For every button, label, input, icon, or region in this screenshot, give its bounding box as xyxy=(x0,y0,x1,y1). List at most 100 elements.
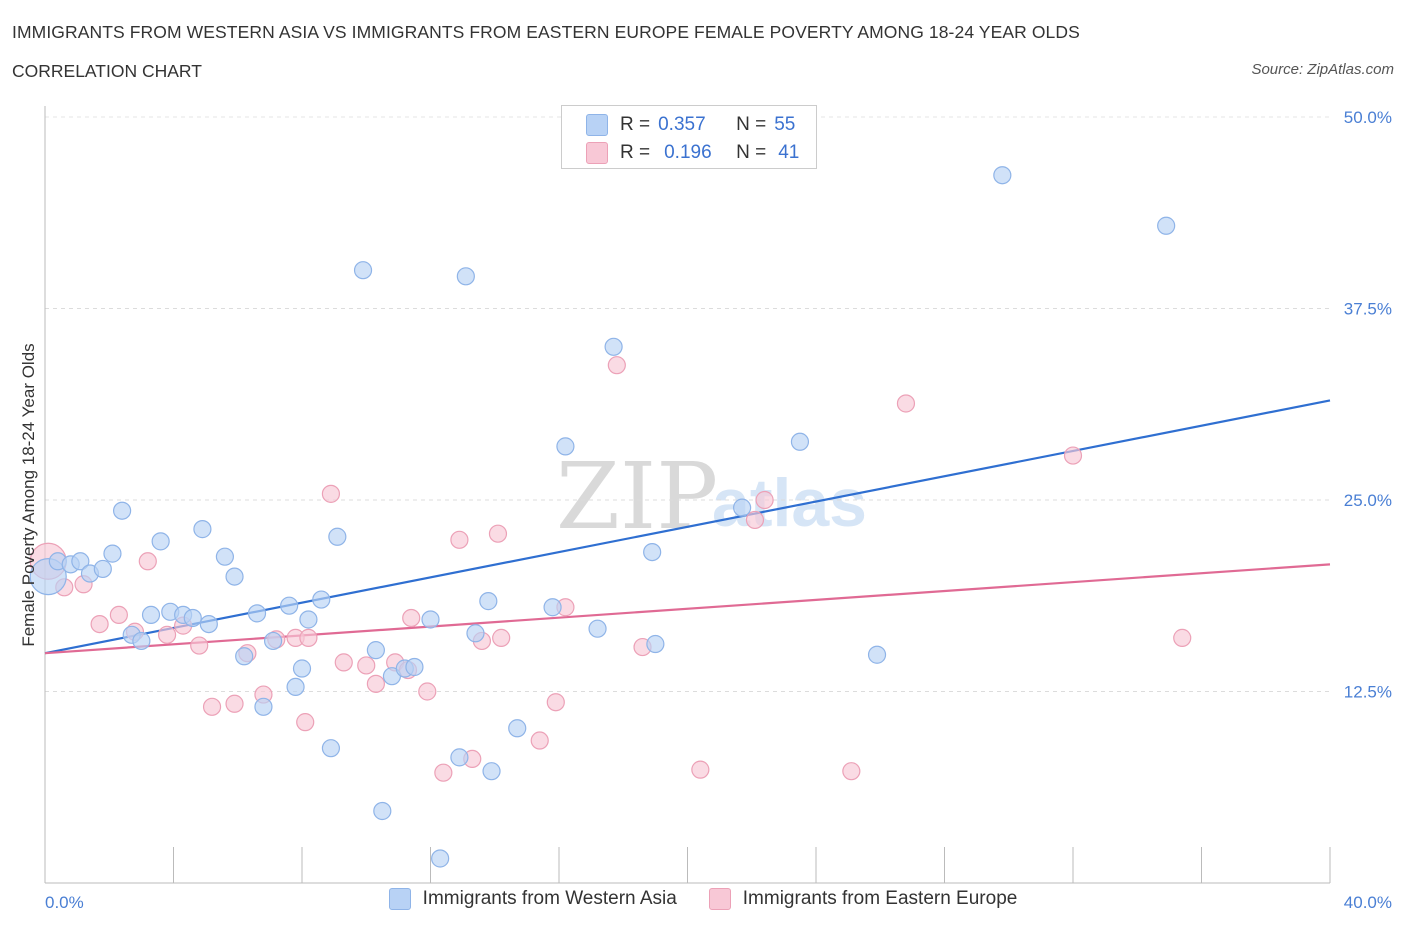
point-western-asia xyxy=(543,598,562,617)
point-western-asia xyxy=(247,604,267,623)
legend-r-value: 0.196 xyxy=(664,142,712,163)
legend-swatch-pink xyxy=(586,142,608,164)
point-western-asia xyxy=(405,657,424,677)
point-western-asia xyxy=(867,645,887,664)
point-western-asia xyxy=(263,631,283,651)
grid-lines xyxy=(45,116,1330,692)
stats-legend: R = 0.357 N = 55 R = 0.196 N = 41 xyxy=(561,105,817,169)
point-eastern-europe xyxy=(109,605,128,625)
point-western-asia xyxy=(790,432,810,451)
point-western-asia xyxy=(556,437,575,456)
point-eastern-europe xyxy=(546,693,565,712)
point-western-asia xyxy=(508,719,527,738)
point-eastern-europe xyxy=(299,628,318,647)
point-western-asia xyxy=(421,610,440,629)
point-western-asia xyxy=(431,849,450,868)
point-western-asia xyxy=(456,267,475,286)
chart-subtitle: CORRELATION CHART xyxy=(12,61,202,81)
legend-row-eastern-europe: R = 0.196 N = 41 xyxy=(586,141,799,165)
series-swatch-pink xyxy=(708,888,731,910)
point-western-asia xyxy=(604,337,623,356)
point-eastern-europe xyxy=(357,656,376,675)
point-western-asia xyxy=(479,592,498,611)
legend-r-value: 0.357 xyxy=(658,114,706,135)
point-western-asia xyxy=(193,520,212,539)
point-western-asia xyxy=(482,762,501,781)
point-western-asia xyxy=(643,542,662,562)
point-western-asia xyxy=(286,677,305,697)
y-tick-label: 12.5% xyxy=(1344,683,1392,702)
chart-title: IMMIGRANTS FROM WESTERN ASIA VS IMMIGRAN… xyxy=(12,22,1080,42)
x-tick-label: 40.0% xyxy=(1344,893,1392,912)
series-swatch-blue xyxy=(388,888,411,910)
y-tick-label: 37.5% xyxy=(1344,300,1392,319)
point-western-asia xyxy=(646,634,665,654)
point-eastern-europe xyxy=(90,614,109,634)
point-western-asia xyxy=(292,659,312,678)
y-tick-label: 50.0% xyxy=(1344,108,1392,127)
point-western-asia xyxy=(254,697,273,716)
point-eastern-europe xyxy=(492,628,511,647)
legend-row-western-asia: R = 0.357 N = 55 xyxy=(586,113,795,137)
axis-labels: Female Poverty Among 18-24 Year Olds 12.… xyxy=(19,108,1392,912)
point-western-asia xyxy=(93,559,112,579)
legend-r-label: R = xyxy=(620,114,651,135)
point-western-asia xyxy=(466,624,485,643)
trend-line-eastern-europe xyxy=(44,563,1331,655)
point-western-asia xyxy=(993,166,1012,185)
trend-lines xyxy=(44,399,1331,655)
y-axis-label: Female Poverty Among 18-24 Year Olds xyxy=(19,343,38,646)
point-eastern-europe xyxy=(607,356,626,375)
point-eastern-europe xyxy=(157,625,177,644)
point-eastern-europe xyxy=(450,530,469,549)
point-western-asia xyxy=(235,647,254,666)
series-legend-label: Immigrants from Eastern Europe xyxy=(742,888,1018,909)
series-legend-label: Immigrants from Western Asia xyxy=(422,888,677,909)
point-western-asia xyxy=(225,567,244,586)
source-credit: Source: ZipAtlas.com xyxy=(1251,61,1394,78)
point-western-asia xyxy=(450,748,469,767)
point-western-asia xyxy=(103,544,122,563)
point-eastern-europe xyxy=(755,490,774,510)
point-eastern-europe xyxy=(366,674,385,693)
data-points xyxy=(29,166,1192,868)
point-western-asia xyxy=(141,605,161,625)
trend-line-western-asia xyxy=(44,399,1331,655)
point-eastern-europe xyxy=(488,524,508,543)
point-eastern-europe xyxy=(138,552,157,571)
point-western-asia xyxy=(312,590,331,609)
point-eastern-europe xyxy=(530,731,549,750)
point-western-asia xyxy=(299,610,318,629)
legend-swatch-blue xyxy=(586,114,608,136)
point-eastern-europe xyxy=(418,682,437,701)
legend-n-label: N = xyxy=(736,142,767,163)
point-eastern-europe xyxy=(1173,628,1192,647)
point-eastern-europe xyxy=(1063,446,1083,465)
watermark-zip: ZIP xyxy=(556,443,718,550)
series-legend-item-western-asia: Immigrants from Western Asia xyxy=(388,888,677,910)
point-western-asia xyxy=(328,527,347,546)
point-eastern-europe xyxy=(434,763,453,782)
point-eastern-europe xyxy=(190,636,209,655)
point-eastern-europe xyxy=(334,653,353,672)
point-eastern-europe xyxy=(896,394,916,413)
point-western-asia xyxy=(151,532,170,551)
point-western-asia xyxy=(373,801,392,821)
point-eastern-europe xyxy=(296,713,315,732)
point-western-asia xyxy=(183,608,202,628)
legend-r-label: R = xyxy=(620,142,651,163)
point-western-asia xyxy=(353,261,373,280)
point-eastern-europe xyxy=(202,697,222,716)
series-legend: Immigrants from Western Asia Immigrants … xyxy=(0,888,1406,910)
point-eastern-europe xyxy=(842,762,861,781)
legend-n-value: 55 xyxy=(774,114,796,135)
legend-n-value: 41 xyxy=(778,142,800,163)
point-eastern-europe xyxy=(745,510,765,530)
point-western-asia xyxy=(71,552,90,571)
point-eastern-europe xyxy=(691,760,710,779)
point-western-asia xyxy=(588,619,607,638)
point-western-asia xyxy=(321,739,341,758)
y-tick-label: 25.0% xyxy=(1344,491,1392,510)
point-eastern-europe xyxy=(402,608,421,628)
watermark: ZIP atlas xyxy=(556,443,867,550)
